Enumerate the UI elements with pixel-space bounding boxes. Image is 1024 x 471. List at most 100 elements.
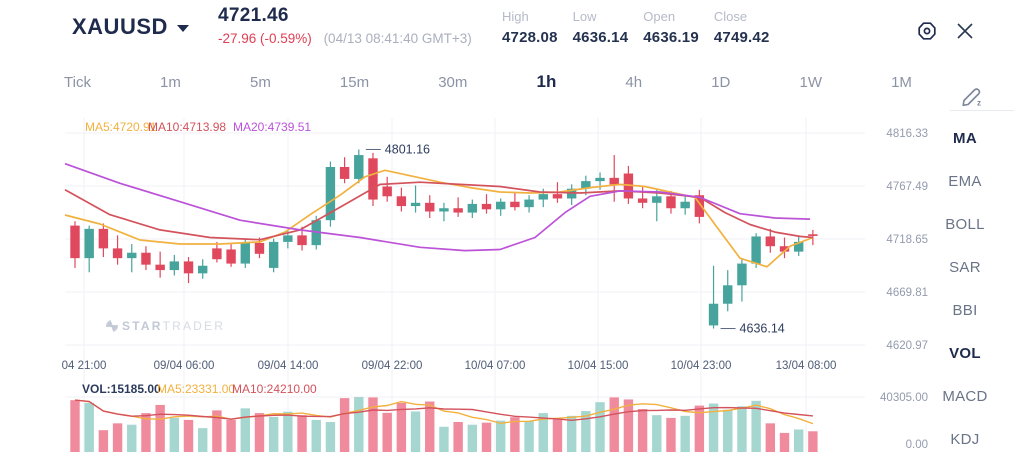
candle-body — [183, 261, 194, 274]
candle-body — [198, 265, 208, 274]
indicator-item-vol[interactable]: VOL — [949, 345, 981, 362]
volume-bar — [84, 402, 94, 452]
time-axis-label: 10/04 15:00 — [568, 360, 629, 372]
volume-bar — [141, 413, 151, 452]
volume-bar — [283, 411, 293, 452]
timeframe-tab-5m[interactable]: 5m — [249, 73, 271, 91]
symbol-name: XAUUSD — [72, 14, 168, 39]
symbol-selector[interactable]: XAUUSD — [72, 14, 189, 40]
indicator-item-sar[interactable]: SAR — [949, 259, 981, 276]
volume-bar — [623, 399, 634, 452]
timeframe-tab-1d[interactable]: 1D — [711, 73, 731, 91]
draw-tool-icon[interactable]: z — [957, 83, 987, 109]
volume-axis-label: 0.00 — [906, 439, 928, 451]
price-block: 4721.46 -27.96 (-0.59%) (04/13 08:41:40 … — [218, 5, 472, 46]
timeframe-tab-1h[interactable]: 1h — [536, 72, 557, 91]
timeframe-tab-1w[interactable]: 1W — [799, 73, 822, 91]
candle-body — [339, 166, 350, 179]
volume-bar — [297, 415, 307, 452]
candles-layer — [70, 149, 818, 329]
last-price: 4721.46 — [218, 5, 289, 26]
candle-body — [127, 252, 137, 259]
price-gridlines: 4816.33 4767.49 4718.65 4669.81 4620.97 40305… — [65, 128, 928, 451]
price-axis-label: 4767.49 — [886, 181, 928, 193]
settings-icon[interactable] — [915, 19, 939, 43]
close-icon[interactable] — [953, 19, 977, 43]
volume-bar — [169, 417, 180, 452]
stat-value: 4749.42 — [713, 29, 770, 46]
candle-body — [637, 198, 648, 203]
indicator-item-macd[interactable]: MACD — [942, 388, 988, 405]
candle-body — [751, 236, 761, 264]
sidebar-divider — [950, 110, 1014, 111]
candle-body — [112, 248, 123, 259]
stat-value: 4728.08 — [502, 29, 558, 46]
candle-body — [98, 228, 109, 249]
indicator-item-ma[interactable]: MA — [953, 130, 977, 147]
candle-body — [779, 246, 790, 252]
volume-bar — [808, 431, 818, 452]
volume-bar — [793, 429, 804, 452]
volume-ma10-line — [74, 399, 813, 422]
legend-item: MA10:4713.98 — [148, 120, 226, 134]
legend-item: MA20:4739.51 — [233, 120, 311, 134]
volume-bar — [708, 403, 719, 452]
price-axis-label: 4816.33 — [886, 128, 928, 140]
candle-body — [808, 234, 818, 236]
candle-body — [609, 177, 619, 185]
volume-bar — [666, 417, 676, 452]
candle-body — [737, 263, 747, 286]
volume-bar — [552, 419, 563, 452]
candle-body — [481, 203, 492, 210]
volume-bar — [396, 402, 407, 452]
price-axis-label: 4718.65 — [886, 234, 928, 246]
stat-value: 4636.14 — [572, 29, 629, 46]
timeframe-tab-1m[interactable]: 1m — [160, 73, 181, 91]
annotation-text: 4801.16 — [385, 142, 430, 156]
candle-body — [666, 196, 676, 209]
volume-bar — [254, 413, 265, 452]
candle-body — [283, 235, 293, 242]
volume-bar — [155, 404, 165, 452]
volume-bar — [481, 422, 492, 452]
volume-bar — [339, 398, 350, 452]
price-ma5-line — [64, 169, 814, 268]
volume-bar — [183, 419, 194, 452]
candle-body — [510, 201, 520, 208]
indicator-item-bbi[interactable]: BBI — [952, 302, 978, 319]
ohlc-stat: High 4728.08 — [502, 9, 558, 46]
volume-bar — [737, 406, 747, 452]
timeframe-tab-1m[interactable]: 1M — [891, 73, 912, 91]
star-icon — [108, 320, 116, 332]
volume-bar — [538, 413, 548, 452]
volume-bar — [127, 424, 137, 452]
indicator-item-ema[interactable]: EMA — [948, 173, 982, 190]
volume-bars — [70, 397, 818, 452]
candle-body — [439, 208, 449, 212]
volume-bar — [566, 415, 577, 452]
timeframe-tab-30m[interactable]: 30m — [438, 73, 468, 91]
time-axis-label: 09/04 22:00 — [362, 360, 423, 372]
price-axis-label: 4620.97 — [886, 340, 928, 352]
candle-body — [169, 261, 180, 271]
volume-bar — [524, 421, 534, 452]
indicator-item-kdj[interactable]: KDJ — [950, 431, 980, 448]
candle-body — [581, 181, 591, 189]
indicator-item-boll[interactable]: BOLL — [945, 216, 985, 233]
candle-body — [354, 155, 364, 179]
time-axis-label: 13/04 08:00 — [776, 360, 837, 372]
candle-body — [84, 228, 94, 259]
ohlc-stat: Open 4636.19 — [643, 9, 699, 46]
candle-body — [425, 202, 435, 212]
candle-body — [410, 202, 421, 207]
timeframe-tab-15m[interactable]: 15m — [339, 73, 370, 91]
volume-bar — [112, 423, 123, 452]
stat-label: Low — [572, 9, 597, 24]
candle-body — [268, 241, 279, 268]
candle-body — [723, 285, 733, 304]
timeframe-tab-4h[interactable]: 4h — [625, 73, 643, 91]
timeframe-tab-tick[interactable]: Tick — [64, 73, 91, 91]
